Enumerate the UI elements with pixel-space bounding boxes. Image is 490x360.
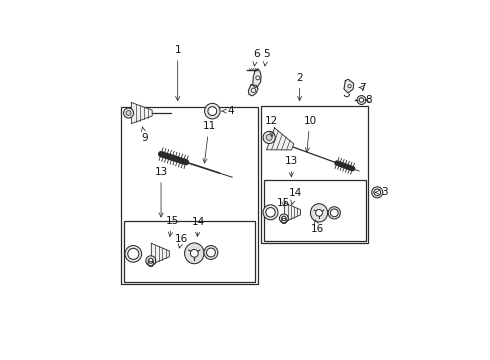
Circle shape [328, 207, 341, 219]
Text: 16: 16 [175, 234, 189, 248]
Circle shape [316, 210, 322, 216]
Text: 12: 12 [265, 116, 278, 136]
Text: 8: 8 [365, 95, 371, 105]
Circle shape [146, 256, 156, 266]
Text: 5: 5 [263, 49, 270, 66]
Polygon shape [131, 103, 152, 123]
Circle shape [126, 111, 131, 116]
Circle shape [263, 131, 275, 144]
Circle shape [266, 134, 272, 140]
Text: 10: 10 [303, 116, 317, 152]
Circle shape [256, 76, 260, 80]
Text: 7: 7 [359, 82, 366, 93]
Circle shape [125, 246, 142, 262]
Circle shape [123, 108, 134, 118]
Text: 4: 4 [222, 106, 234, 116]
Polygon shape [284, 203, 300, 222]
Circle shape [266, 208, 275, 217]
Circle shape [357, 96, 366, 104]
Circle shape [282, 216, 286, 221]
Circle shape [279, 214, 288, 223]
Polygon shape [248, 85, 258, 96]
Polygon shape [344, 79, 354, 93]
Circle shape [128, 248, 139, 260]
Circle shape [206, 248, 216, 257]
Text: 14: 14 [289, 188, 302, 204]
Text: 9: 9 [141, 127, 147, 143]
Circle shape [191, 249, 198, 257]
Polygon shape [151, 243, 170, 264]
Polygon shape [253, 69, 261, 87]
Ellipse shape [185, 243, 204, 264]
Text: 3: 3 [375, 187, 388, 197]
Circle shape [148, 258, 153, 263]
Bar [264, 180, 366, 242]
Circle shape [372, 187, 383, 198]
Text: 15: 15 [277, 198, 291, 208]
Bar [123, 221, 255, 282]
Text: 14: 14 [192, 217, 205, 237]
Polygon shape [267, 128, 294, 150]
Circle shape [374, 189, 381, 196]
Circle shape [208, 107, 217, 116]
Circle shape [348, 85, 351, 88]
Text: 16: 16 [311, 220, 324, 234]
Circle shape [204, 246, 218, 260]
Bar [121, 107, 258, 284]
Text: 13: 13 [285, 156, 298, 177]
Circle shape [251, 88, 256, 93]
Text: 15: 15 [166, 216, 179, 237]
Circle shape [263, 205, 278, 220]
Ellipse shape [311, 204, 328, 222]
Text: 13: 13 [154, 167, 168, 217]
Text: 6: 6 [253, 49, 259, 66]
Text: 11: 11 [202, 121, 216, 163]
Circle shape [359, 98, 364, 102]
Circle shape [330, 209, 338, 217]
Bar [261, 105, 368, 243]
Circle shape [204, 103, 220, 119]
Text: 2: 2 [296, 73, 303, 100]
Text: 1: 1 [174, 45, 181, 100]
